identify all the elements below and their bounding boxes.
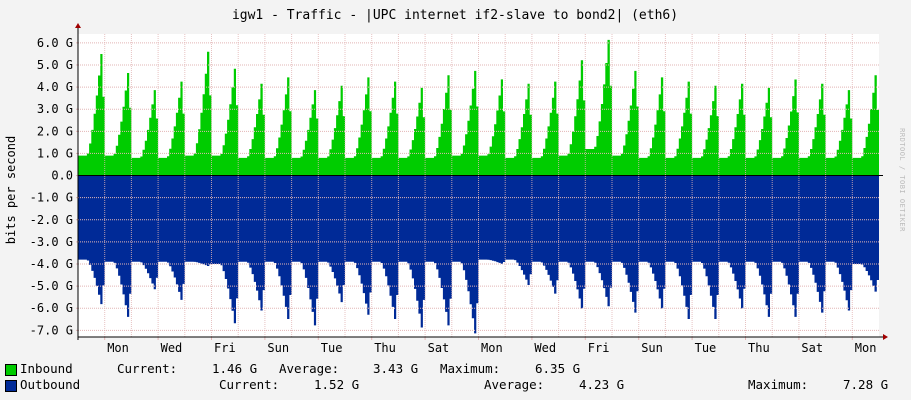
y-axis-arrow [75,23,81,28]
inbound-legend-name: Inbound [20,361,73,376]
y-tick-label: 2.0 G [37,124,73,138]
legend-row-outbound: Outbound Current: 1.52 G Average: 4.23 G… [0,377,911,393]
y-tick-label: -4.0 G [30,257,73,271]
x-tick-label: Sat [801,341,823,355]
series-area-inbound [78,39,879,176]
y-axis-label: bits per second [4,136,18,244]
y-tick-label: -1.0 G [30,191,73,205]
y-tick-label: 6.0 G [37,36,73,50]
x-tick-label: Sun [267,341,289,355]
y-tick-label: 1.0 G [37,146,73,160]
x-tick-label: Thu [374,341,396,355]
y-tick-label: 4.0 G [37,80,73,94]
inbound-legend-swatch [5,364,17,376]
outbound-current-label: Current: [219,377,280,392]
label-layer: 6.0 G 5.0 G 4.0 G 3.0 G 2.0 G 1.0 G 0.0 -1.0 G -… [30,23,888,355]
grid-layer [76,34,879,340]
x-tick-label: Sun [641,341,663,355]
x-tick-label: Sat [428,341,450,355]
y-tick-label: -7.0 G [30,323,73,337]
inbound-maximum-label: Maximum: [440,361,501,376]
x-tick-label: Mon [107,341,129,355]
y-tick-label: 3.0 G [37,102,73,116]
rrdtool-watermark: RRDTOOL / TOBI OETIKER [898,128,906,232]
inbound-average-label: Average: [279,361,340,376]
x-tick-label: Thu [748,341,770,355]
inbound-average-value: 3.43 G [373,361,419,376]
x-axis-arrow [883,334,888,340]
y-tick-label: -2.0 G [30,213,73,227]
y-tick-label: 0.0 [51,169,73,183]
outbound-average-value: 4.23 G [579,377,625,392]
y-tick-label: -5.0 G [30,279,73,293]
x-tick-label: Mon [481,341,503,355]
x-tick-label: Wed [534,341,556,355]
x-tick-label: Tue [321,341,343,355]
x-tick-label: Fri [588,341,610,355]
inbound-current-value: 1.46 G [212,361,258,376]
x-tick-label: Fri [214,341,236,355]
outbound-legend-name: Outbound [20,377,81,392]
outbound-current-value: 1.52 G [314,377,360,392]
chart-title: igw1 - Traffic - |UPC internet if2-slave… [232,8,678,23]
outbound-maximum-label: Maximum: [748,377,809,392]
y-tick-label: -3.0 G [30,235,73,249]
x-tick-label: Mon [855,341,877,355]
x-tick-label: Tue [695,341,717,355]
inbound-maximum-value: 6.35 G [535,361,581,376]
outbound-legend-swatch [5,380,17,392]
legend-row-inbound: Inbound Current: 1.46 G Average: 3.43 G … [0,361,911,377]
outbound-average-label: Average: [484,377,545,392]
traffic-chart: igw1 - Traffic - |UPC internet if2-slave… [4,8,906,355]
outbound-maximum-value: 7.28 G [843,377,889,392]
x-tick-label: Wed [161,341,183,355]
inbound-current-label: Current: [117,361,178,376]
y-tick-label: -6.0 G [30,301,73,315]
y-tick-label: 5.0 G [37,58,73,72]
